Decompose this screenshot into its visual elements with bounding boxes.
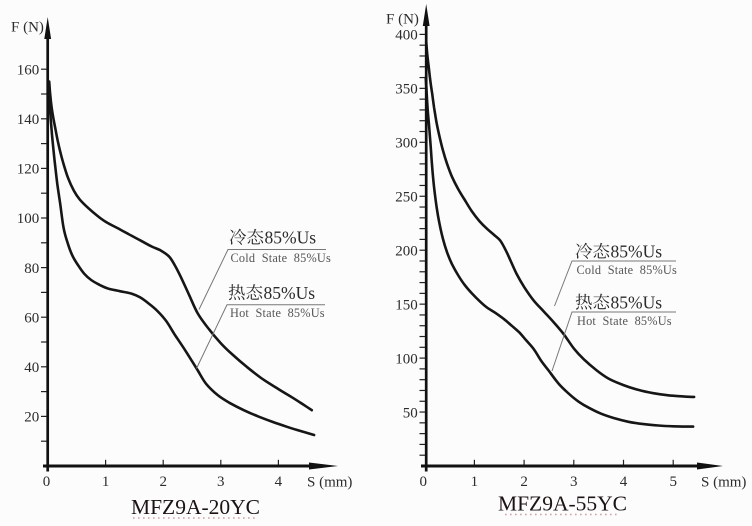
- x-tick-label: 3: [217, 474, 225, 490]
- x-tick-label: 1: [471, 474, 479, 490]
- leader-line: [196, 304, 325, 369]
- y-axis-arrowhead: [44, 17, 52, 39]
- x-tick-label: 4: [275, 474, 283, 490]
- label-cjk: [575, 242, 610, 259]
- leader-line: [554, 260, 676, 307]
- cjk-glyph: [593, 293, 610, 310]
- y-tick-label: 60: [24, 310, 39, 326]
- curve-cold-state: [47, 80, 314, 412]
- leader-line: [551, 311, 676, 372]
- label-suffix: 85%Us: [611, 292, 663, 312]
- y-tick-label: 200: [395, 243, 418, 259]
- chart-left: 20 40 60 80 100 120 140 160 0 1 2 3 4 F (N) S (mm) 85%U…: [11, 17, 352, 519]
- label-cjk: [228, 284, 263, 301]
- chart-right: 50 100 150 200 250 300 350 400 0 1 2 3 4 5 F (N) S (mm)…: [386, 4, 746, 516]
- y-tick-label: 350: [395, 82, 418, 98]
- x-axis-title: S (mm): [307, 475, 352, 491]
- y-tick-label: 40: [24, 360, 39, 376]
- y-tick-label: 140: [17, 112, 40, 128]
- y-tick-label: 300: [395, 136, 418, 152]
- annotation-cold-state: 85%Us Cold State 85%Us: [198, 228, 331, 310]
- x-tick-label: 1: [102, 474, 110, 490]
- y-tick-label: 100: [17, 211, 40, 227]
- label-english: Hot State 85%Us: [577, 314, 672, 328]
- label-english: Cold State 85%Us: [577, 263, 677, 277]
- cjk-glyph: [575, 242, 593, 259]
- y-axis-arrowhead: [422, 4, 430, 26]
- label-english: Hot State 85%Us: [230, 306, 325, 320]
- curve-hot-state: [424, 76, 695, 428]
- y-tick-label: 120: [17, 162, 40, 178]
- y-tick-label: 20: [24, 410, 39, 426]
- annotation-hot-state: 85%Us Hot State 85%Us: [196, 283, 325, 369]
- x-tick-label: 0: [419, 474, 427, 490]
- y-tick-label: 400: [395, 28, 418, 44]
- y-tick-label: 250: [395, 189, 418, 205]
- x-axis-arrowhead: [309, 462, 338, 470]
- x-axis-arrowhead: [697, 462, 723, 470]
- cjk-glyph: [575, 293, 592, 310]
- x-tick-label: 5: [669, 474, 677, 490]
- cjk-glyph: [229, 228, 247, 245]
- annotation-hot-state: 85%Us Hot State 85%Us: [551, 292, 676, 372]
- chart-caption: MFZ9A-20YC: [131, 495, 260, 519]
- curve-cold-state: [424, 40, 696, 399]
- leader-line: [198, 249, 326, 310]
- y-tick-label: 150: [395, 297, 418, 313]
- label-cjk: [575, 293, 610, 310]
- x-tick-label: 3: [570, 474, 578, 490]
- x-tick-label: 0: [43, 474, 51, 490]
- y-tick-label: 100: [395, 351, 418, 367]
- x-tick-label: 2: [520, 474, 528, 490]
- cjk-glyph: [593, 242, 610, 259]
- label-suffix: 85%Us: [264, 283, 316, 303]
- cjk-glyph: [247, 228, 264, 245]
- cjk-glyph: [228, 284, 245, 301]
- y-axis-title: F (N): [11, 20, 44, 36]
- label-suffix: 85%Us: [265, 228, 317, 248]
- x-tick-label: 4: [620, 474, 628, 490]
- x-axis-title: S (mm): [701, 475, 746, 491]
- y-tick-label: 160: [17, 62, 40, 78]
- y-tick-label: 80: [24, 261, 39, 277]
- y-axis-title: F (N): [386, 12, 419, 28]
- x-tick-label: 2: [159, 474, 167, 490]
- cjk-glyph: [246, 284, 263, 300]
- label-english: Cold State 85%Us: [231, 251, 331, 265]
- curve-hot-state: [47, 87, 316, 437]
- chart-caption: MFZ9A-55YC: [498, 492, 627, 516]
- y-tick-label: 50: [403, 405, 418, 421]
- label-cjk: [229, 228, 264, 245]
- label-suffix: 85%Us: [611, 242, 663, 262]
